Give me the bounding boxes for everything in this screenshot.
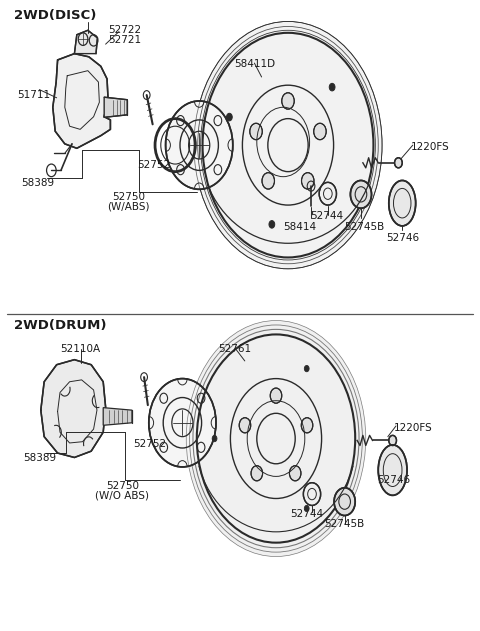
Polygon shape [104,97,127,117]
Circle shape [262,173,275,189]
Text: 52744: 52744 [290,509,324,519]
Text: 51711: 51711 [17,90,50,100]
Circle shape [334,488,355,516]
Circle shape [303,483,321,505]
Polygon shape [41,360,106,457]
Text: 1220FS: 1220FS [394,423,432,433]
Text: 52745B: 52745B [324,519,365,529]
Text: 52750: 52750 [106,481,139,491]
Circle shape [301,173,314,189]
Text: 52721: 52721 [108,35,142,45]
Text: 52110A: 52110A [60,344,101,354]
Text: 2WD(DISC): 2WD(DISC) [14,9,97,23]
Circle shape [389,435,396,445]
Circle shape [314,123,326,139]
Circle shape [282,93,294,109]
Text: 1220FS: 1220FS [410,142,449,152]
Circle shape [304,505,309,512]
Polygon shape [74,30,97,54]
Text: 52761: 52761 [218,344,252,354]
Circle shape [395,158,402,168]
Circle shape [227,114,232,121]
Circle shape [250,123,262,139]
Circle shape [269,221,275,228]
Circle shape [289,466,301,481]
Circle shape [186,321,366,557]
Circle shape [194,21,382,269]
Text: (W/O ABS): (W/O ABS) [96,490,149,500]
Ellipse shape [378,445,407,495]
Text: 2WD(DRUM): 2WD(DRUM) [14,319,107,332]
Polygon shape [103,408,132,425]
Circle shape [166,101,233,189]
Text: 58389: 58389 [22,178,55,188]
Circle shape [149,379,216,467]
Text: 52750: 52750 [112,192,145,203]
Text: 52746: 52746 [386,233,420,244]
Circle shape [212,435,217,442]
Circle shape [329,83,335,91]
Text: 58414: 58414 [283,222,317,232]
Text: 52746: 52746 [377,475,410,485]
Circle shape [270,388,282,403]
Text: 52752: 52752 [133,439,167,449]
Text: 52744: 52744 [310,211,343,221]
Text: 52752: 52752 [137,160,170,170]
Text: 58389: 58389 [23,453,56,463]
Circle shape [319,182,336,205]
Polygon shape [53,54,110,148]
Ellipse shape [389,180,416,226]
Circle shape [301,418,313,433]
Text: 52745B: 52745B [344,222,384,232]
Circle shape [350,180,372,208]
Circle shape [251,466,263,481]
Text: 58411D: 58411D [234,59,275,69]
Text: 52722: 52722 [108,25,142,35]
Circle shape [239,418,251,433]
Text: (W/ABS): (W/ABS) [108,202,150,212]
Circle shape [304,365,309,372]
